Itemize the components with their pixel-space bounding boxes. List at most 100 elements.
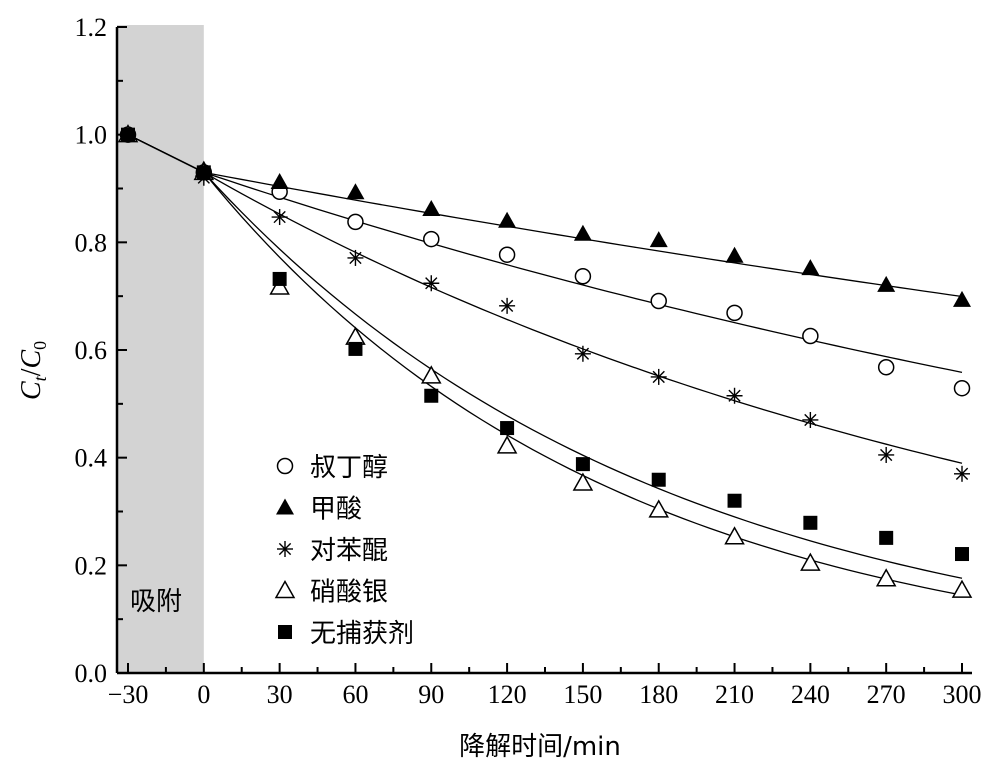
marker-triangle-open <box>800 552 821 571</box>
x-tick-label: 210 <box>715 680 754 709</box>
marker-asterisk <box>954 465 970 482</box>
marker-square <box>879 530 894 545</box>
marker-triangle-open <box>420 365 442 384</box>
marker-square <box>272 271 287 286</box>
x-axis-label: 降解时间/min <box>459 732 621 762</box>
y-tick-label: 1.2 <box>75 13 108 42</box>
x-tick-label: 240 <box>791 680 830 709</box>
marker-triangle-filled <box>346 183 365 200</box>
marker-triangle-filled <box>498 211 517 228</box>
marker-triangle-filled <box>270 173 289 190</box>
axes: 0.0 0.2 0.4 0.6 0.8 1.0 1.2 −30 0 30 60 90 120 150 180… <box>75 13 982 709</box>
marker-triangle-filled <box>953 290 971 307</box>
marker-square <box>500 421 515 436</box>
marker-square <box>955 547 969 562</box>
y-tick-label: 0.2 <box>75 551 108 580</box>
data-points <box>117 124 973 598</box>
marker-square <box>348 341 363 356</box>
x-tick-label: 300 <box>943 680 982 709</box>
asterisk-stroke <box>278 542 292 556</box>
x-tick-label: 0 <box>197 680 210 709</box>
y-label-c: C <box>16 381 47 400</box>
fit-curve <box>127 134 963 373</box>
marker-triangle-open <box>572 472 594 491</box>
x-tick-label: 150 <box>563 680 602 709</box>
marker-triangle-filled <box>276 498 294 515</box>
asterisk-stroke <box>804 413 817 427</box>
marker-asterisk <box>802 411 819 428</box>
marker-circle <box>650 292 667 310</box>
y-tick-label: 0.6 <box>75 336 108 365</box>
fit-curve <box>127 134 963 298</box>
y-tick-label: 0.8 <box>75 228 108 257</box>
asterisk-stroke <box>425 277 438 290</box>
y-label-slash: / <box>16 368 47 376</box>
y-axis-label: Ct/C0 <box>16 341 50 400</box>
marker-asterisk <box>423 275 440 292</box>
x-tick-label: −30 <box>108 680 149 709</box>
y-tick-label: 0.0 <box>75 659 108 688</box>
marker-square <box>278 625 292 639</box>
marker-circle <box>953 379 971 397</box>
fit-curve <box>127 134 963 579</box>
marker-triangle-open <box>345 326 366 345</box>
marker-circle <box>423 230 440 248</box>
fit-curves <box>127 134 963 596</box>
adsorption-label: 吸附 <box>130 587 182 617</box>
legend-label: 叔丁醇 <box>310 453 388 483</box>
series-circle-open <box>119 126 971 397</box>
y-label-sub-t: t <box>30 375 50 381</box>
marker-triangle-filled <box>422 199 441 216</box>
marker-circle <box>877 358 895 376</box>
marker-asterisk <box>878 446 895 463</box>
legend-label: 硝酸银 <box>310 578 388 608</box>
asterisk-stroke <box>576 347 590 360</box>
marker-square <box>803 515 818 530</box>
asterisk-stroke <box>955 467 969 480</box>
asterisk-stroke <box>652 370 665 384</box>
marker-circle <box>802 327 819 345</box>
y-tick-label: 1.0 <box>75 121 108 150</box>
adsorption-shaded-region <box>117 25 204 673</box>
legend-label: 无捕获剂 <box>310 619 414 649</box>
marker-triangle-open <box>648 499 670 518</box>
marker-triangle-filled <box>877 275 896 292</box>
marker-circle <box>574 267 592 285</box>
marker-square <box>575 457 590 472</box>
marker-asterisk <box>574 345 591 362</box>
marker-triangle-filled <box>649 231 668 248</box>
x-tick-label: 30 <box>267 680 293 709</box>
marker-circle <box>498 246 516 263</box>
fit-curve <box>127 134 963 464</box>
marker-triangle-open <box>269 276 290 295</box>
marker-asterisk <box>271 209 288 226</box>
asterisk-stroke <box>728 389 741 402</box>
marker-asterisk <box>347 249 364 266</box>
marker-triangle-filled <box>573 224 592 241</box>
marker-asterisk <box>726 387 743 404</box>
marker-square <box>424 388 439 403</box>
fit-curve <box>127 134 963 596</box>
marker-circle <box>347 213 364 231</box>
marker-triangle-open <box>274 579 296 599</box>
x-tick-label: 90 <box>418 680 444 709</box>
marker-square <box>727 493 742 508</box>
series-square-filled <box>121 127 969 562</box>
legend-label: 对苯醌 <box>310 536 388 566</box>
asterisk-stroke <box>273 210 286 224</box>
marker-asterisk <box>277 541 293 557</box>
marker-square <box>196 165 211 180</box>
marker-triangle-open <box>951 579 973 598</box>
marker-triangle-filled <box>725 246 744 263</box>
asterisk-stroke <box>500 299 514 313</box>
marker-circle <box>276 457 294 475</box>
x-tick-label: 60 <box>342 680 368 709</box>
marker-circle <box>726 304 743 322</box>
asterisk-stroke <box>880 448 893 462</box>
asterisk-stroke <box>349 251 362 265</box>
legend-label: 甲酸 <box>310 495 362 525</box>
marker-square <box>121 127 135 142</box>
marker-asterisk <box>650 368 667 385</box>
